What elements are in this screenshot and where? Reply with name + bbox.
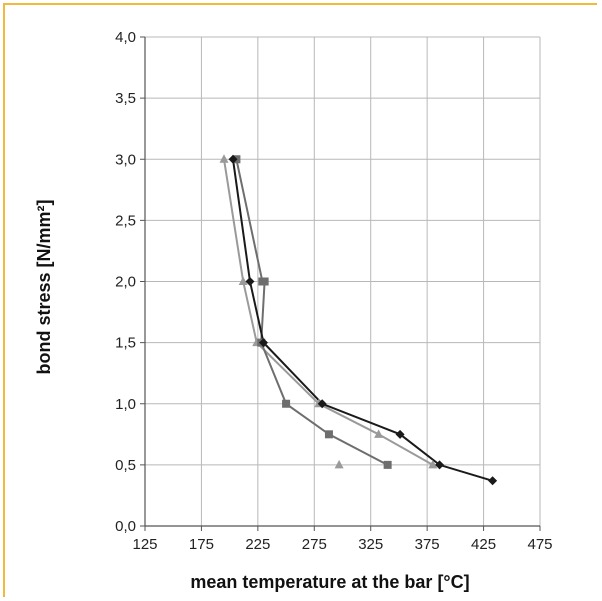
diamond-marker: [228, 154, 238, 164]
series-line-2: [235, 159, 389, 466]
y-axis-title: bond stress [N/mm²]: [34, 199, 54, 374]
x-tick-label: 175: [189, 536, 214, 553]
y-tick-label: 0,0: [115, 518, 136, 535]
square-marker: [324, 430, 333, 439]
y-tick-label: 3,0: [115, 151, 136, 168]
series-line-3: [223, 159, 434, 466]
x-tick-label: 125: [132, 536, 157, 553]
diamond-marker: [488, 476, 498, 486]
x-tick-label: 425: [471, 536, 496, 553]
y-tick-label: 3,5: [115, 90, 136, 107]
diamond-marker: [395, 429, 405, 439]
diamond-marker: [245, 277, 255, 286]
triangle-marker: [334, 459, 344, 469]
figure-frame: [3, 3, 597, 597]
triangle-marker: [238, 276, 248, 285]
y-tick-labels: 0,0 0,5 1,0 1,5 2,0 2,5 3,0 3,5 4,0: [115, 29, 136, 535]
grid-lines: [145, 36, 541, 526]
triangle-marker: [219, 154, 229, 163]
x-tick-label: 375: [415, 536, 440, 553]
x-tick-label: 275: [302, 536, 327, 553]
triangle-marker: [374, 429, 384, 438]
square-marker: [260, 277, 269, 286]
y-tick-label: 1,0: [115, 396, 136, 413]
diamond-marker: [259, 338, 268, 348]
y-tick-label: 0,5: [115, 457, 136, 474]
x-tick-labels: 125 175 225 275 325 375 425 475: [132, 536, 552, 553]
square-marker: [282, 399, 291, 408]
y-tick-label: 2,5: [115, 212, 136, 229]
axes: [140, 36, 541, 531]
series-markers: [219, 154, 498, 486]
series-lines: [223, 159, 493, 482]
y-tick-label: 2,0: [115, 274, 136, 291]
series-line-1: [232, 159, 493, 482]
triangle-marker: [428, 459, 438, 469]
x-axis-title: mean temperature at the bar [°C]: [190, 572, 469, 592]
diamond-marker: [317, 399, 327, 409]
x-tick-label: 225: [245, 536, 270, 553]
y-tick-label: 4,0: [115, 29, 136, 46]
x-tick-label: 475: [527, 536, 552, 553]
x-tick-label: 325: [358, 536, 383, 553]
y-tick-label: 1,5: [115, 335, 136, 352]
diamond-marker: [435, 460, 445, 470]
square-marker: [383, 460, 392, 469]
